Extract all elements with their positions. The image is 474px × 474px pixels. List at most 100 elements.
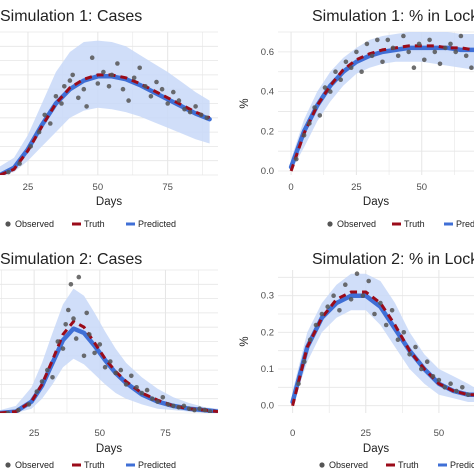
observed-point <box>42 112 47 118</box>
observed-point <box>50 375 55 380</box>
legend: Observed Truth Predic <box>327 219 474 229</box>
observed-point <box>66 307 71 313</box>
observed-point <box>448 41 453 47</box>
observed-point <box>39 379 45 384</box>
observed-point <box>317 113 323 118</box>
observed-point <box>364 41 370 47</box>
chart-title: Simulation 1: % in Lock <box>312 8 474 25</box>
observed-point <box>165 101 170 106</box>
observed-point <box>465 392 471 398</box>
observed-point <box>331 293 336 299</box>
observed-point <box>395 337 401 343</box>
observed-point <box>333 69 338 74</box>
y-tick-label: 0.0 <box>261 166 274 177</box>
chart-panel-3: Simulation 2: Cases 25 50 75 Days Observed Tru… <box>0 251 218 470</box>
truth-line <box>291 290 474 407</box>
observed-point <box>301 133 307 138</box>
observed-point <box>48 121 53 126</box>
observed-point <box>296 381 301 387</box>
predicted-line <box>288 45 474 170</box>
truth-line <box>0 319 218 413</box>
legend-predicted-label: Predicted <box>138 219 176 229</box>
observed-point <box>28 144 33 149</box>
prediction-band <box>291 32 474 171</box>
observed-point <box>360 293 366 299</box>
x-axis-label: Days <box>96 196 122 208</box>
observed-point <box>369 53 375 59</box>
observed-point <box>92 350 97 356</box>
observed-point <box>81 86 87 92</box>
observed-point <box>454 388 459 394</box>
y-tick-label: 0.4 <box>261 87 274 98</box>
observed-point <box>413 344 418 350</box>
observed-point <box>73 336 79 341</box>
y-tick-label: 0.3 <box>261 291 274 302</box>
legend: Observed Truth Predic <box>319 460 474 470</box>
observed-point <box>343 282 348 288</box>
observed-point <box>424 359 430 365</box>
observed-point <box>171 89 176 95</box>
y-tick-label: 0.2 <box>261 126 274 137</box>
observed-point <box>416 41 422 47</box>
observed-point <box>198 112 204 118</box>
observed-point <box>76 274 82 280</box>
legend: Observed Truth Predicted <box>5 460 176 470</box>
observed-point <box>366 278 372 284</box>
x-tick-label: 25 <box>29 428 40 439</box>
observed-point <box>348 65 354 70</box>
observed-point <box>448 381 453 387</box>
observed-point <box>401 330 407 335</box>
observed-point <box>322 85 328 90</box>
observed-point <box>126 98 131 103</box>
legend-observed-marker <box>5 462 11 468</box>
observed-point <box>6 169 11 175</box>
observed-point <box>378 300 383 306</box>
observed-point <box>120 86 126 92</box>
observed-point <box>165 402 171 407</box>
observed-point <box>437 61 443 67</box>
y-tick-label: 0.6 <box>261 47 274 58</box>
observed-point <box>186 406 192 412</box>
observed-point <box>95 81 101 86</box>
legend-predicted-label: Predic <box>450 460 474 470</box>
observed-point <box>192 407 197 413</box>
observed-point <box>16 407 21 413</box>
observed-point <box>108 359 113 364</box>
observed-point <box>134 385 139 390</box>
observed-point <box>176 98 182 103</box>
legend-observed-label: Observed <box>337 219 376 229</box>
observed-point <box>97 342 103 347</box>
observed-point <box>372 311 377 317</box>
observed-point <box>150 396 155 402</box>
observed-point <box>55 339 61 344</box>
observed-point <box>385 37 391 43</box>
observed-point <box>143 84 148 89</box>
legend-predicted-label: Predic <box>456 219 474 229</box>
observed-point <box>62 84 67 89</box>
x-tick-label: 0 <box>290 428 295 439</box>
observed-point <box>155 399 160 404</box>
observed-point <box>53 94 59 99</box>
observed-point <box>419 366 424 372</box>
prediction-band <box>0 40 210 175</box>
chart-panel-4: Simulation 2: % in Lock 0 25 50 0.0 0.1 0.2 0.3… <box>239 251 474 470</box>
observed-point <box>70 72 75 78</box>
observed-point <box>144 387 150 393</box>
plot-area <box>0 274 218 413</box>
truth-line <box>0 73 211 175</box>
observed-point <box>187 109 193 115</box>
y-tick-label: 0.1 <box>261 364 274 375</box>
legend-observed-marker <box>5 221 11 227</box>
observed-point <box>106 84 112 89</box>
x-tick-label: 75 <box>162 182 173 193</box>
observed-point <box>375 37 380 43</box>
observed-point <box>395 53 401 59</box>
observed-point <box>354 271 360 277</box>
chart-panel-2: Simulation 1: % in Lock 0 25 50 0.0 0.2 0.4 0.6… <box>239 8 474 229</box>
observed-point <box>313 322 319 328</box>
x-tick-label: 75 <box>160 428 171 439</box>
observed-point <box>109 72 115 78</box>
observed-point <box>202 407 208 413</box>
legend: Observed Truth Predicted <box>5 219 176 229</box>
observed-point <box>160 395 166 400</box>
